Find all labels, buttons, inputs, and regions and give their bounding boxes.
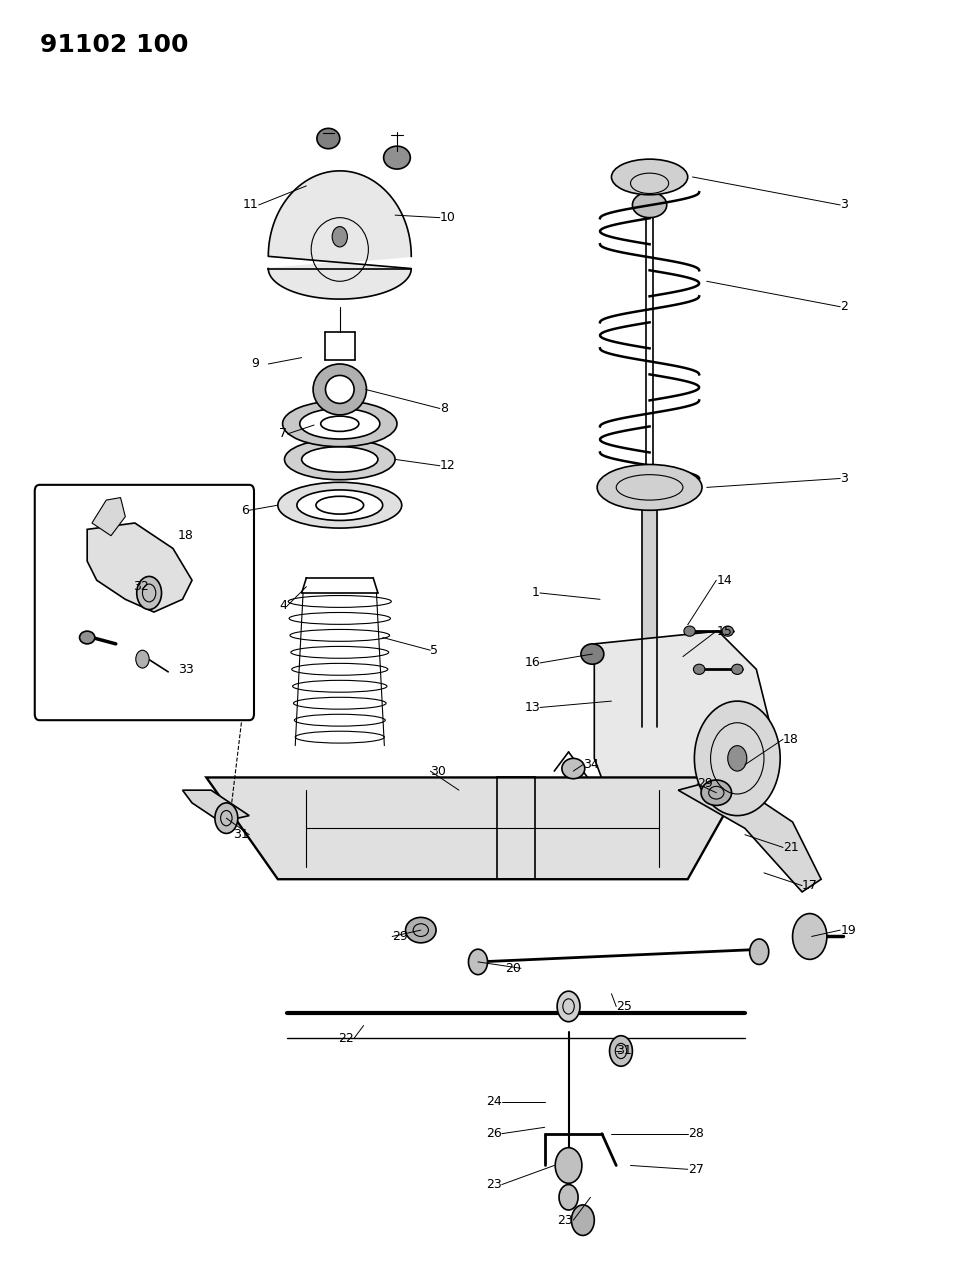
Text: 10: 10 xyxy=(440,212,456,224)
Polygon shape xyxy=(678,778,821,892)
Ellipse shape xyxy=(79,631,95,644)
Text: 19: 19 xyxy=(840,923,856,937)
Circle shape xyxy=(557,991,580,1021)
Text: 12: 12 xyxy=(440,459,456,472)
Text: 31: 31 xyxy=(233,829,250,842)
Text: 32: 32 xyxy=(134,580,149,593)
Text: 20: 20 xyxy=(505,961,521,975)
Text: 18: 18 xyxy=(783,733,799,746)
Text: 9: 9 xyxy=(250,357,259,371)
Circle shape xyxy=(468,949,488,974)
Text: 21: 21 xyxy=(783,842,799,854)
Text: 8: 8 xyxy=(440,402,447,414)
Ellipse shape xyxy=(297,490,382,520)
Polygon shape xyxy=(183,790,250,822)
Text: 3: 3 xyxy=(840,472,848,484)
FancyBboxPatch shape xyxy=(34,484,254,720)
Text: 15: 15 xyxy=(716,625,732,638)
Circle shape xyxy=(136,650,149,668)
Text: 33: 33 xyxy=(178,663,193,676)
Circle shape xyxy=(572,1205,595,1235)
Text: 4: 4 xyxy=(279,599,288,612)
Text: 13: 13 xyxy=(524,701,540,714)
Text: 22: 22 xyxy=(338,1031,354,1044)
Ellipse shape xyxy=(285,439,395,479)
Text: 31: 31 xyxy=(617,1044,632,1057)
Circle shape xyxy=(750,938,769,964)
Ellipse shape xyxy=(278,482,402,528)
Ellipse shape xyxy=(581,644,604,664)
Text: 7: 7 xyxy=(279,427,288,440)
Text: 28: 28 xyxy=(687,1127,704,1140)
Circle shape xyxy=(728,746,747,771)
Circle shape xyxy=(555,1148,582,1183)
Polygon shape xyxy=(92,497,125,536)
Text: 29: 29 xyxy=(697,778,713,790)
Circle shape xyxy=(610,1035,633,1066)
Ellipse shape xyxy=(731,664,743,674)
Ellipse shape xyxy=(300,408,380,439)
Ellipse shape xyxy=(612,159,687,195)
Text: 3: 3 xyxy=(840,199,848,212)
Text: 23: 23 xyxy=(486,1178,502,1191)
Ellipse shape xyxy=(316,129,339,149)
Ellipse shape xyxy=(314,363,366,414)
Ellipse shape xyxy=(684,626,695,636)
Ellipse shape xyxy=(598,464,702,510)
Text: 24: 24 xyxy=(486,1095,502,1108)
Ellipse shape xyxy=(302,446,378,472)
Ellipse shape xyxy=(722,626,733,636)
Text: 29: 29 xyxy=(392,929,408,944)
Text: 18: 18 xyxy=(178,529,194,542)
Ellipse shape xyxy=(405,918,436,942)
Text: 14: 14 xyxy=(716,574,732,586)
Polygon shape xyxy=(87,523,192,612)
Text: 16: 16 xyxy=(524,657,540,669)
Polygon shape xyxy=(595,631,775,835)
Circle shape xyxy=(137,576,162,609)
Polygon shape xyxy=(642,484,657,727)
Circle shape xyxy=(694,701,780,816)
Ellipse shape xyxy=(633,193,666,218)
Text: 25: 25 xyxy=(617,1000,632,1012)
Ellipse shape xyxy=(283,400,397,446)
Text: 11: 11 xyxy=(243,199,259,212)
Text: 5: 5 xyxy=(430,644,439,657)
Ellipse shape xyxy=(562,759,585,779)
Ellipse shape xyxy=(383,147,410,170)
Ellipse shape xyxy=(701,780,731,806)
Circle shape xyxy=(332,227,347,247)
Text: 30: 30 xyxy=(430,765,446,778)
Text: 26: 26 xyxy=(486,1127,502,1140)
Text: 23: 23 xyxy=(557,1214,574,1227)
Text: 1: 1 xyxy=(532,586,540,599)
Ellipse shape xyxy=(325,375,354,403)
Text: 34: 34 xyxy=(583,759,598,771)
Polygon shape xyxy=(206,778,745,880)
Ellipse shape xyxy=(693,664,705,674)
Circle shape xyxy=(559,1184,578,1210)
Polygon shape xyxy=(269,171,411,300)
Text: 6: 6 xyxy=(241,504,250,516)
Text: 91102 100: 91102 100 xyxy=(39,33,188,57)
Text: 2: 2 xyxy=(840,300,848,314)
Text: 27: 27 xyxy=(687,1163,704,1176)
Text: 17: 17 xyxy=(802,878,818,892)
Circle shape xyxy=(215,803,238,834)
Circle shape xyxy=(793,914,827,959)
